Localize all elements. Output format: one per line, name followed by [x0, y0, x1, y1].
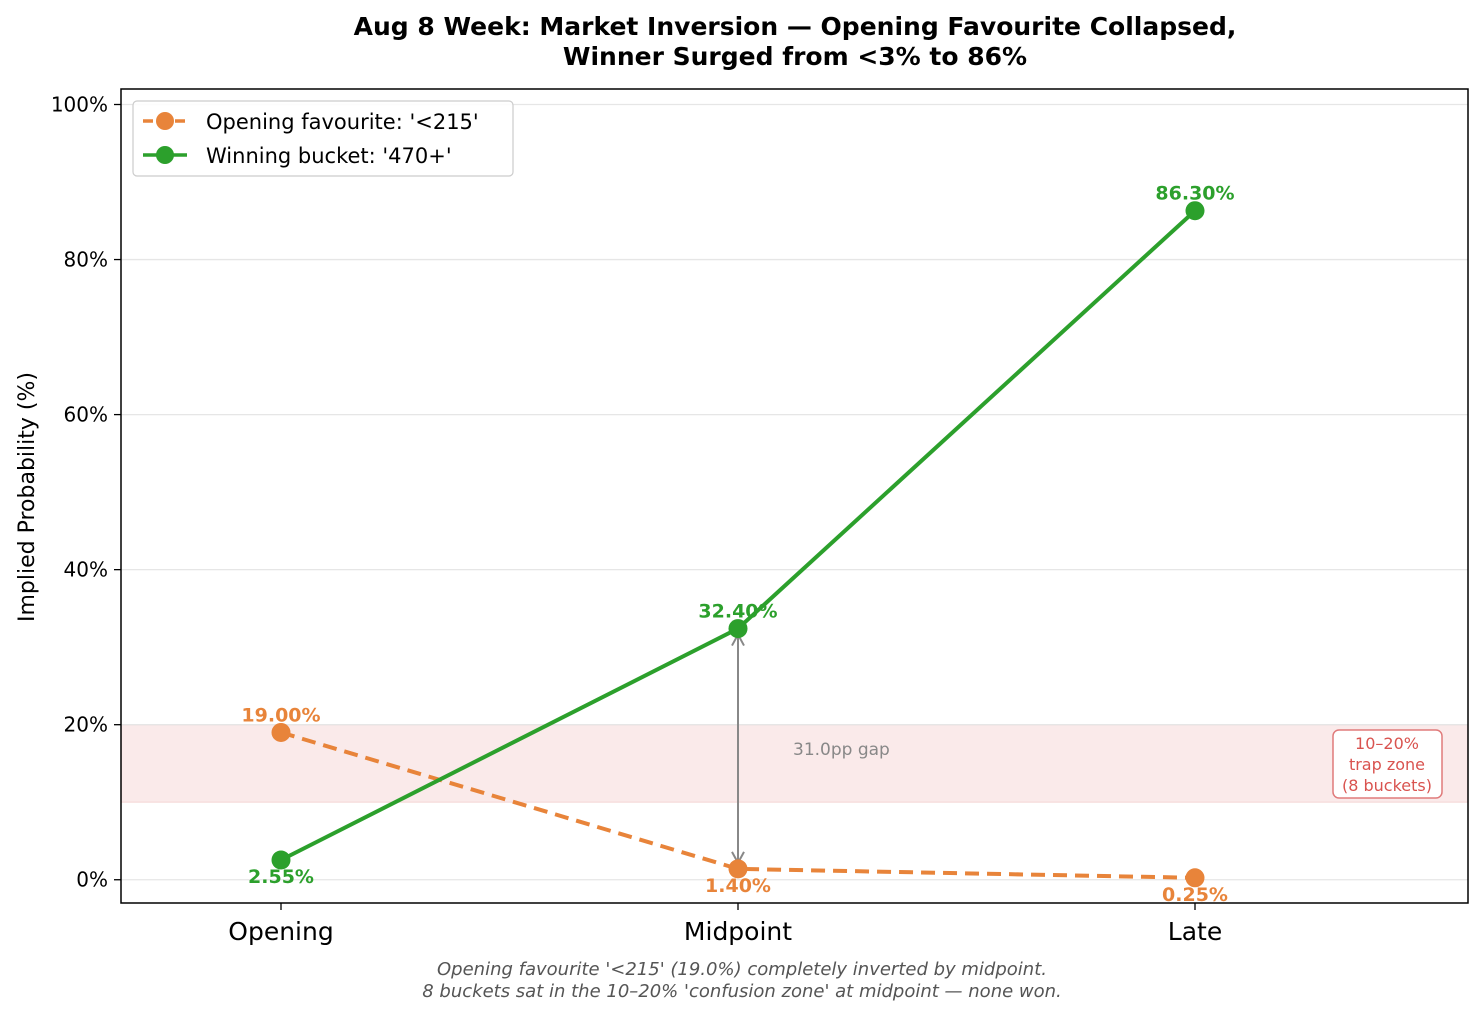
data-label-opening-favourite-late: 0.25% [1162, 884, 1228, 906]
plot-frame [120, 88, 1469, 904]
y-tick-label-20: 20% [64, 713, 108, 737]
trap-zone-band [121, 724, 1468, 803]
caption-line-2: 8 buckets sat in the 10–20% 'confusion z… [422, 981, 1062, 1002]
trap-zone-band-layer [121, 724, 1468, 803]
y-tick-label-0: 0% [76, 868, 108, 892]
data-label-winning-bucket-opening: 2.55% [248, 866, 314, 888]
trap-zone-label-line-2: trap zone [1349, 755, 1425, 774]
x-tick-label-late: Late [1168, 917, 1222, 946]
data-point-opening-favourite-opening [271, 722, 291, 742]
y-tick-label-100: 100% [51, 93, 108, 117]
data-label-layer: 19.00% 1.40% 0.25% 2.55% 32.40% 86.30% [241, 183, 1234, 906]
legend-label-opening-favourite: Opening favourite: '<215' [206, 110, 479, 134]
y-axis-ticks: 0% 20% 40% 60% 80% 100% [51, 93, 121, 892]
gap-label: 31.0pp gap [793, 740, 890, 760]
series-line-opening-favourite [280, 730, 1196, 880]
x-tick-label-midpoint: Midpoint [684, 917, 792, 946]
data-label-winning-bucket-midpoint: 32.40% [698, 601, 777, 623]
data-label-winning-bucket-late: 86.30% [1155, 183, 1234, 205]
trap-zone-box [1332, 729, 1443, 799]
y-tick-label-80: 80% [64, 248, 108, 272]
legend-marker-winning-bucket [156, 146, 174, 164]
trap-zone-annotation: 10–20% trap zone (8 buckets) [1332, 729, 1443, 799]
data-point-opening-favourite-late [1185, 868, 1205, 888]
data-point-opening-favourite-midpoint [728, 859, 748, 879]
legend: Opening favourite: '<215' Winning bucket… [132, 100, 514, 177]
legend-marker-opening-favourite [156, 112, 174, 130]
trap-zone-label-line-3: (8 buckets) [1342, 776, 1432, 795]
gridlines [121, 103, 1468, 881]
chart-title-line-2: Winner Surged from <3% to 86% [563, 42, 1027, 71]
caption-line-1: Opening favourite '<215' (19.0%) complet… [437, 959, 1047, 980]
data-label-opening-favourite-opening: 19.00% [241, 704, 320, 726]
legend-box [132, 100, 514, 177]
data-point-winning-bucket-late [1185, 201, 1205, 221]
data-label-opening-favourite-midpoint: 1.40% [705, 875, 771, 897]
x-tick-label-opening: Opening [228, 917, 333, 946]
y-tick-label-60: 60% [64, 403, 108, 427]
trap-zone-label-line-1: 10–20% [1355, 734, 1419, 753]
data-point-winning-bucket-midpoint [728, 619, 748, 639]
x-axis-ticks: Opening Midpoint Late [228, 903, 1222, 946]
legend-label-winning-bucket: Winning bucket: '470+' [206, 144, 452, 168]
y-axis-label: Implied Probability (%) [15, 372, 40, 622]
y-tick-label-40: 40% [64, 558, 108, 582]
chart-title-line-1: Aug 8 Week: Market Inversion — Opening F… [354, 12, 1237, 41]
series-layer [271, 201, 1205, 888]
data-point-winning-bucket-opening [271, 850, 291, 870]
